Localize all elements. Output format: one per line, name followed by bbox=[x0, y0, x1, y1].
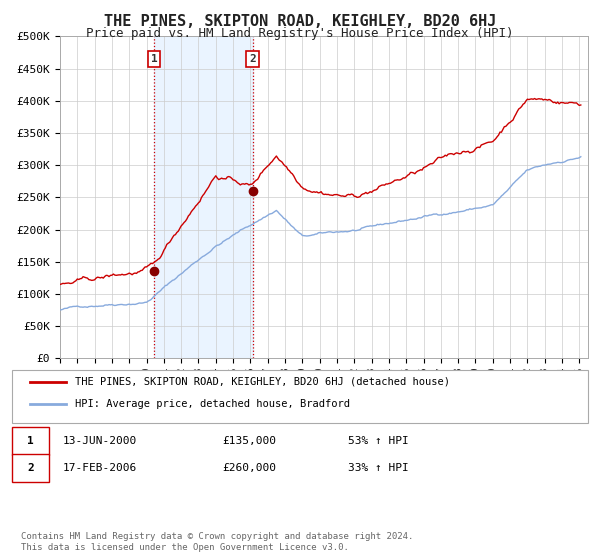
Text: Price paid vs. HM Land Registry's House Price Index (HPI): Price paid vs. HM Land Registry's House … bbox=[86, 27, 514, 40]
Text: 2: 2 bbox=[249, 54, 256, 64]
Text: 33% ↑ HPI: 33% ↑ HPI bbox=[348, 463, 409, 473]
Text: THE PINES, SKIPTON ROAD, KEIGHLEY, BD20 6HJ: THE PINES, SKIPTON ROAD, KEIGHLEY, BD20 … bbox=[104, 14, 496, 29]
Text: HPI: Average price, detached house, Bradford: HPI: Average price, detached house, Brad… bbox=[75, 399, 350, 409]
Text: 2: 2 bbox=[27, 463, 34, 473]
Text: THE PINES, SKIPTON ROAD, KEIGHLEY, BD20 6HJ (detached house): THE PINES, SKIPTON ROAD, KEIGHLEY, BD20 … bbox=[75, 377, 450, 387]
Text: £135,000: £135,000 bbox=[222, 436, 276, 446]
Text: 1: 1 bbox=[151, 54, 158, 64]
Text: 53% ↑ HPI: 53% ↑ HPI bbox=[348, 436, 409, 446]
Text: 13-JUN-2000: 13-JUN-2000 bbox=[63, 436, 137, 446]
Text: 17-FEB-2006: 17-FEB-2006 bbox=[63, 463, 137, 473]
Bar bbox=[154, 36, 253, 358]
Text: 1: 1 bbox=[27, 436, 34, 446]
Text: Contains HM Land Registry data © Crown copyright and database right 2024.
This d: Contains HM Land Registry data © Crown c… bbox=[21, 532, 413, 552]
Text: £260,000: £260,000 bbox=[222, 463, 276, 473]
